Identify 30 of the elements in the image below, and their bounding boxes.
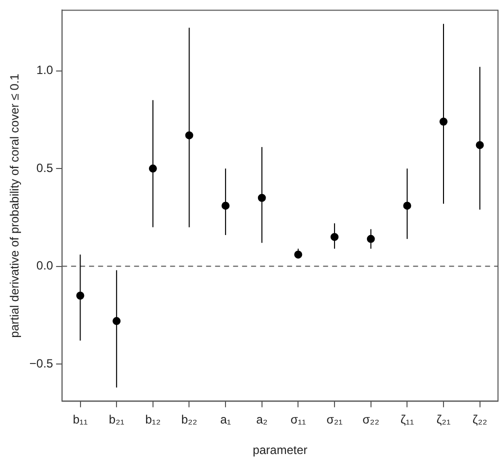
y-axis-title: partial derivative of probability of coral cover ≤ 0.1: [8, 73, 22, 338]
point: [403, 202, 412, 210]
point: [185, 131, 194, 140]
point: [148, 164, 157, 173]
x-axis-title: parameter: [252, 443, 308, 458]
x-tick-label: ζ₁₁: [400, 412, 414, 427]
point: [330, 232, 339, 241]
x-tick-label: σ₁₁: [290, 412, 306, 427]
y-tick-label: 0.0: [36, 258, 54, 273]
x-tick-label: σ₂₁: [326, 412, 343, 427]
point: [294, 250, 302, 259]
x-tick-label: b₂₁: [108, 412, 124, 427]
x-tick-label: a₂: [256, 412, 268, 427]
x-tick-label: a₁: [220, 412, 231, 427]
point: [112, 317, 121, 326]
x-tick-label: ζ₂₁: [436, 412, 451, 427]
x-tick-label: b₂₂: [181, 412, 198, 427]
y-tick-label: −0.5: [29, 356, 54, 370]
point: [366, 234, 375, 243]
point: [222, 202, 230, 210]
point: [258, 194, 266, 202]
x-tick-label: ζ₂₂: [472, 412, 488, 427]
x-tick-label: σ₂₂: [362, 412, 380, 427]
x-tick-label: b₁₂: [145, 412, 161, 427]
y-tick-label: 0.5: [36, 160, 54, 175]
point: [476, 141, 484, 150]
point: [440, 118, 448, 126]
x-tick-label: b₁₁: [72, 412, 88, 427]
point: [76, 292, 84, 300]
y-tick-label: 1.0: [36, 63, 54, 78]
